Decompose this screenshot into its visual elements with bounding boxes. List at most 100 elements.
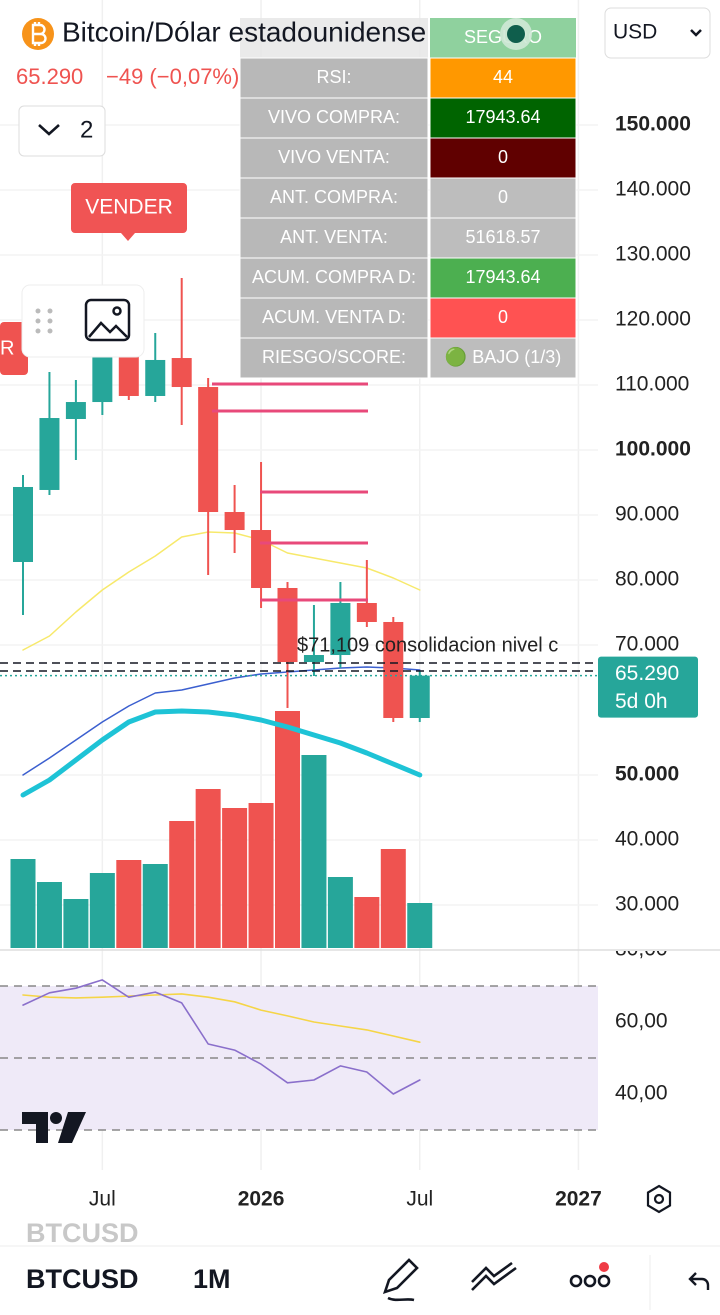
bitcoin-glyph [31,22,47,46]
table-label: ACUM. COMPRA D: [252,267,416,287]
candle-body [39,418,60,490]
table-value-cell [429,57,577,99]
candle-body [251,530,272,588]
candle-body [145,359,166,396]
annotation: $71,109 consolidacion nivel c [297,634,558,656]
last-price-box [598,656,698,718]
draw-tool-icon[interactable] [382,1258,419,1302]
signal-badge [71,183,187,241]
candle-body [92,356,113,403]
volume-bar [327,877,353,948]
interval-button[interactable]: 1M [193,1264,231,1294]
table-value-cell [429,217,577,259]
candle-body [118,356,139,396]
table-label: ANT. VENTA: [280,227,388,247]
price-tick-label: 110.000 [615,373,689,396]
volume-bar [36,882,62,948]
table-value-cell [429,97,577,139]
price-tick-label: 50.000 [615,763,679,786]
notification-dot [599,1262,609,1272]
table-value: 🟢 BAJO (1/3) [445,346,561,367]
table-label-cell [239,257,429,299]
price-tick-label: 70.000 [615,633,679,656]
settings-icon-center [653,1193,665,1205]
volume-bar [195,789,221,948]
price-change: −49 (−0,07%) [106,64,239,89]
table-label-cell [239,297,429,339]
table-value-cell [429,257,577,299]
candle-body [330,603,351,656]
signal-label: VENDER [85,196,173,219]
tradingview-logo [22,1112,86,1143]
image-button[interactable] [84,298,131,342]
table-label-cell [239,337,429,379]
rsi-line [22,993,421,1043]
symbol-ghost: BTCUSD [26,1218,139,1248]
candle-body [224,512,245,531]
rsi-tick-label: 40,00 [615,1082,668,1105]
candle-body [13,486,33,562]
candle-body [409,675,430,718]
price-tick-label: 80.000 [615,568,679,591]
table-label: VIVO COMPRA: [268,107,400,127]
countdown-label: 5d 0h [615,690,668,713]
price-tick-label: 100.000 [615,438,691,461]
candle-body [356,603,377,622]
signal-badge-partial [0,322,28,375]
currency-select[interactable] [604,7,711,59]
symbol-button[interactable]: BTCUSD [26,1264,139,1294]
volume-bar [301,755,327,948]
candle-body [171,358,192,388]
table-value: 17943.64 [465,107,540,127]
collapse-chevron [38,124,60,136]
indicators-icon[interactable] [471,1261,517,1291]
candle-body [65,402,86,419]
volume-bar [169,821,195,948]
price-tick-label: 30.000 [615,893,679,916]
volume-bar [275,711,300,948]
moving-average-line [22,666,421,776]
signal-badge-partial-text: R [0,337,14,359]
price-tick-label: 140.000 [615,178,691,201]
table-value: 0 [498,307,508,327]
collapse-button[interactable] [18,105,106,157]
rsi-tick-label: 80,00 [615,938,668,961]
symbol-title: Bitcoin/Dólar estadounidense [62,16,426,47]
table-label: ANT. COMPRA: [270,187,398,207]
settings-icon[interactable] [646,1184,672,1214]
volume-bar [380,849,406,948]
time-axis: Jul 2026 Jul 2027 [89,1188,602,1211]
table-value: 44 [493,67,513,87]
more-icon[interactable] [569,1274,611,1288]
table-value: 0 [498,147,508,167]
table-label: VIVO VENTA: [278,147,390,167]
last-price: 65.290 [16,64,83,89]
table-label-cell [239,57,429,99]
table-value-cell [429,177,577,219]
candle-body [383,621,404,718]
volume-bar [89,873,115,948]
table-label-cell [239,177,429,219]
table-value-cell [429,137,577,179]
table-label: RIESGO/SCORE: [262,347,406,367]
table-value: 51618.57 [465,227,540,247]
back-icon[interactable] [688,1272,710,1290]
rsi-pane: 40,00 60,00 80,00 [0,938,668,1131]
price-tick-label: 40.000 [615,828,679,851]
time-tick-label: 2027 [555,1188,602,1211]
table-value: 17943.64 [465,267,540,287]
volume-bar [354,897,380,948]
volume-bar [407,903,433,948]
currency-label: USD [613,21,657,44]
candle-body [277,587,298,663]
price-axis: 30.000 40.000 50.000 70.000 80.000 90.000 100.… [615,113,691,916]
table-label-cell [239,137,429,179]
table-value-cell [429,337,577,379]
table-value: 0 [498,187,508,207]
live-dot [507,25,525,43]
price-tick-label: 90.000 [615,503,679,526]
last-price-label: 65.290 [615,662,679,685]
